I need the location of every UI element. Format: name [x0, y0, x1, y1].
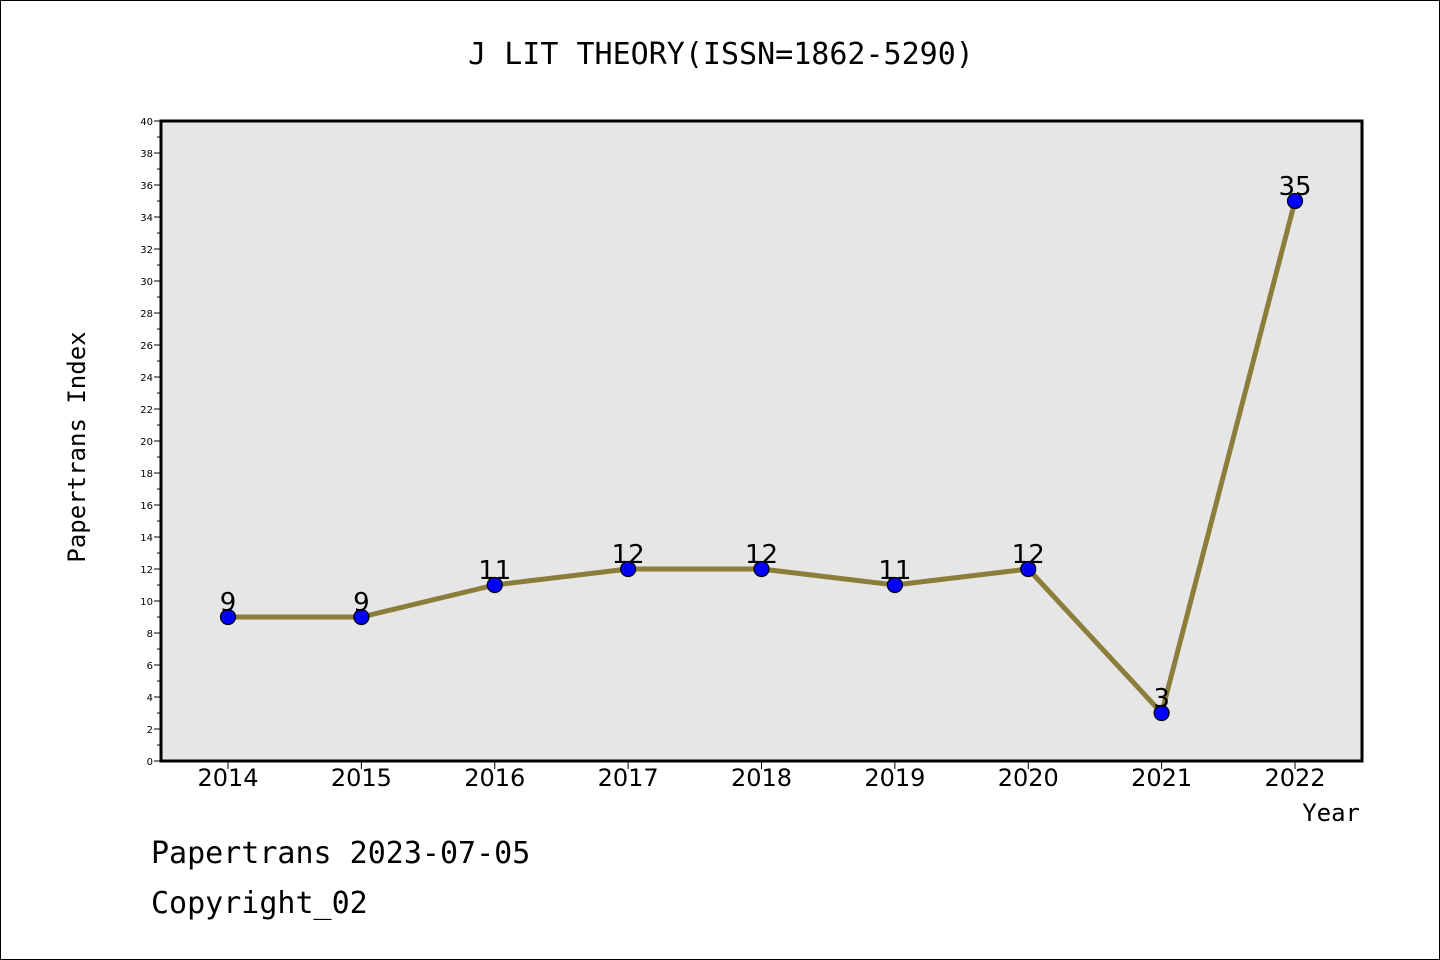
- data-point: [1020, 560, 1037, 578]
- x-axis: 2014 2015 2016 2017 2018 2019 2020 2021 2022: [197, 761, 1326, 792]
- data-label: 11: [878, 556, 911, 586]
- y-tick-label: 2: [147, 725, 153, 736]
- y-tick-label: 20: [140, 437, 153, 448]
- y-tick-label: 4: [147, 693, 153, 704]
- y-tick-label: 6: [147, 661, 153, 672]
- series-layer: 9 9 11 12 12 11 12 3 35: [219, 172, 1312, 722]
- data-point: [620, 560, 637, 578]
- x-tick-label: 2018: [731, 764, 792, 792]
- x-axis-label: Year: [1302, 799, 1360, 827]
- data-label: 9: [220, 588, 237, 618]
- x-tick-label: 2016: [464, 764, 525, 792]
- chart-title: J LIT THEORY(ISSN=1862-5290): [468, 37, 974, 72]
- y-tick-label: 28: [140, 309, 153, 320]
- data-label: 12: [1012, 540, 1045, 570]
- x-tick-label: 2014: [197, 764, 258, 792]
- data-label: 11: [478, 556, 511, 586]
- footer-copyright: Copyright_02: [151, 886, 368, 921]
- y-tick-label: 8: [147, 629, 153, 640]
- y-tick-label: 26: [140, 341, 153, 352]
- x-tick-label: 2022: [1264, 764, 1325, 792]
- y-tick-label: 14: [140, 533, 153, 544]
- plot-area: [161, 121, 1362, 761]
- data-point: [219, 608, 237, 626]
- footer-date: Papertrans 2023-07-05: [151, 836, 531, 871]
- y-tick-label: 38: [140, 149, 153, 160]
- y-tick-label: 24: [140, 373, 153, 384]
- data-label: 12: [745, 540, 778, 570]
- data-label: 12: [612, 540, 645, 570]
- data-label: 9: [353, 588, 370, 618]
- y-tick-label: 36: [140, 181, 153, 192]
- x-tick-label: 2015: [331, 764, 392, 792]
- data-point: [1153, 704, 1170, 722]
- y-tick-label: 16: [140, 501, 153, 512]
- y-tick-label: 0: [147, 757, 153, 768]
- y-tick-label: 30: [140, 277, 153, 288]
- x-tick-label: 2021: [1131, 764, 1192, 792]
- data-point: [886, 576, 903, 594]
- plot-frame: [159, 119, 1364, 763]
- x-tick-label: 2017: [598, 764, 659, 792]
- x-tick-label: 2019: [864, 764, 925, 792]
- data-label: 3: [1153, 684, 1170, 714]
- data-point: [486, 576, 503, 594]
- x-tick-label: 2020: [998, 764, 1059, 792]
- y-tick-label: 12: [140, 565, 153, 576]
- y-axis-label: Papertrans Index: [63, 331, 91, 562]
- data-point: [753, 560, 770, 578]
- data-point: [353, 608, 370, 626]
- y-tick-label: 22: [140, 405, 153, 416]
- data-point: [1286, 192, 1304, 210]
- y-tick-label: 10: [140, 597, 153, 608]
- data-label: 35: [1278, 172, 1311, 202]
- y-tick-label: 32: [140, 245, 153, 256]
- y-tick-label: 18: [140, 469, 153, 480]
- y-tick-label: 34: [140, 213, 153, 224]
- y-tick-label: 40: [140, 117, 153, 128]
